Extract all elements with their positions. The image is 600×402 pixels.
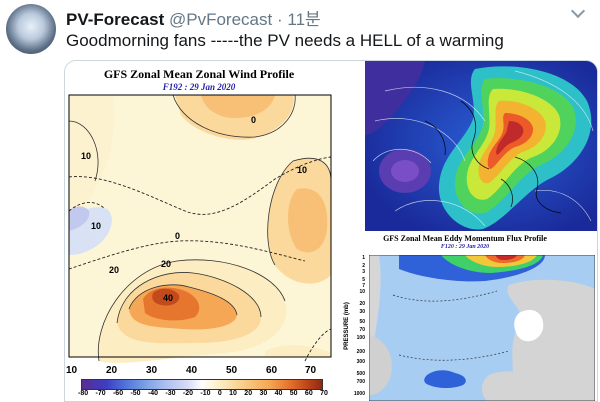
x-tick: 20: [106, 365, 118, 376]
colorbar-tick: -50: [130, 390, 141, 397]
eddy-flux-plot: [369, 255, 595, 401]
contour-label: 20: [161, 259, 171, 269]
colorbar-tick: -70: [95, 390, 106, 397]
contour-label: 0: [175, 231, 180, 241]
colorbar-tick: 30: [259, 390, 268, 397]
colorbar-tick: 10: [229, 390, 237, 397]
colorbar-tick: -30: [165, 390, 176, 397]
pressure-tick: 3: [362, 269, 365, 275]
avatar[interactable]: [6, 4, 56, 54]
polar-vortex-map: [365, 61, 597, 231]
colorbar-tick: 70: [320, 390, 328, 397]
colorbar-tick: -80: [78, 390, 89, 397]
pressure-tick: 500: [356, 371, 365, 377]
contour-label: 0: [251, 115, 256, 125]
colorbar-tick: -20: [182, 390, 194, 397]
polar-vortex-image: [365, 61, 597, 231]
colorbar-tick: 20: [244, 390, 253, 397]
pressure-tick: 30: [359, 309, 365, 315]
pressure-tick: 70: [359, 327, 365, 333]
x-axis-ticks: 10 20 30 40 50 60 70: [65, 365, 333, 379]
x-tick: 50: [226, 365, 238, 376]
contour-label: 10: [91, 221, 101, 231]
zonal-wind-title: GFS Zonal Mean Zonal Wind Profile: [103, 67, 295, 81]
media-divider: [333, 61, 365, 231]
pressure-tick: 1000: [353, 391, 365, 397]
display-name[interactable]: PV-Forecast: [66, 10, 165, 29]
x-tick: 70: [305, 365, 317, 376]
eddy-flux-panel: GFS Zonal Mean Eddy Momentum Flux Profil…: [333, 231, 597, 401]
pressure-tick: 7: [362, 283, 365, 289]
tweet-header: PV-Forecast @PvForecast · 11분: [66, 5, 321, 30]
pressure-tick: 300: [356, 359, 365, 365]
x-tick: 30: [146, 365, 158, 376]
zonal-wind-contour-plot: 10 10 0 20 20 40 10 0: [68, 94, 332, 363]
pressure-tick: 10: [359, 289, 365, 295]
contour-label: 40: [163, 293, 173, 303]
colorbar: [81, 379, 323, 390]
x-tick: 10: [66, 365, 78, 376]
pressure-tick: 2: [362, 263, 365, 269]
eddy-flux-subtitle: F120 : 29 Jan 2020: [440, 244, 490, 250]
pressure-tick: 20: [359, 301, 365, 307]
pressure-tick: 5: [362, 277, 365, 283]
x-tick: 40: [186, 365, 198, 376]
colorbar-tick: 50: [289, 390, 298, 397]
contour-label: 10: [81, 151, 91, 161]
pressure-tick: 100: [356, 335, 365, 341]
colorbar-tick: 60: [304, 390, 313, 397]
pressure-ticks: 1 2 3 5 7 10 20 30 50 70 100 200 300 500…: [349, 255, 365, 401]
pressure-tick: 1: [362, 255, 365, 261]
colorbar-ticks: -80 -70 -60 -50 -40 -30 -20 -10 0 10 20 …: [78, 390, 328, 400]
pressure-tick: 700: [356, 379, 365, 385]
colorbar-tick: -60: [112, 390, 124, 397]
colorbar-tick: 0: [217, 390, 222, 397]
contour-label: 20: [109, 265, 119, 275]
zonal-wind-panel: GFS Zonal Mean Zonal Wind Profile F192 :…: [65, 61, 333, 401]
tweet-text: Goodmorning fans -----the PV needs a HEL…: [66, 31, 504, 50]
pressure-tick: 50: [359, 319, 365, 325]
contour-label: 10: [297, 165, 307, 175]
separator: ·: [276, 10, 283, 29]
x-tick: 60: [266, 365, 278, 376]
user-handle[interactable]: @PvForecast: [169, 10, 273, 29]
timestamp[interactable]: 11분: [287, 10, 321, 29]
eddy-flux-title: GFS Zonal Mean Eddy Momentum Flux Profil…: [383, 234, 547, 243]
tweet-media[interactable]: GFS Zonal Mean Zonal Wind Profile F192 :…: [64, 60, 598, 402]
chevron-down-icon[interactable]: [570, 3, 586, 19]
pressure-tick: 200: [356, 349, 365, 355]
colorbar-tick: -40: [147, 390, 159, 397]
colorbar-tick: -10: [200, 390, 211, 397]
colorbar-tick: 40: [274, 390, 283, 397]
zonal-wind-subtitle: F192 : 29 Jan 2020: [162, 82, 236, 92]
